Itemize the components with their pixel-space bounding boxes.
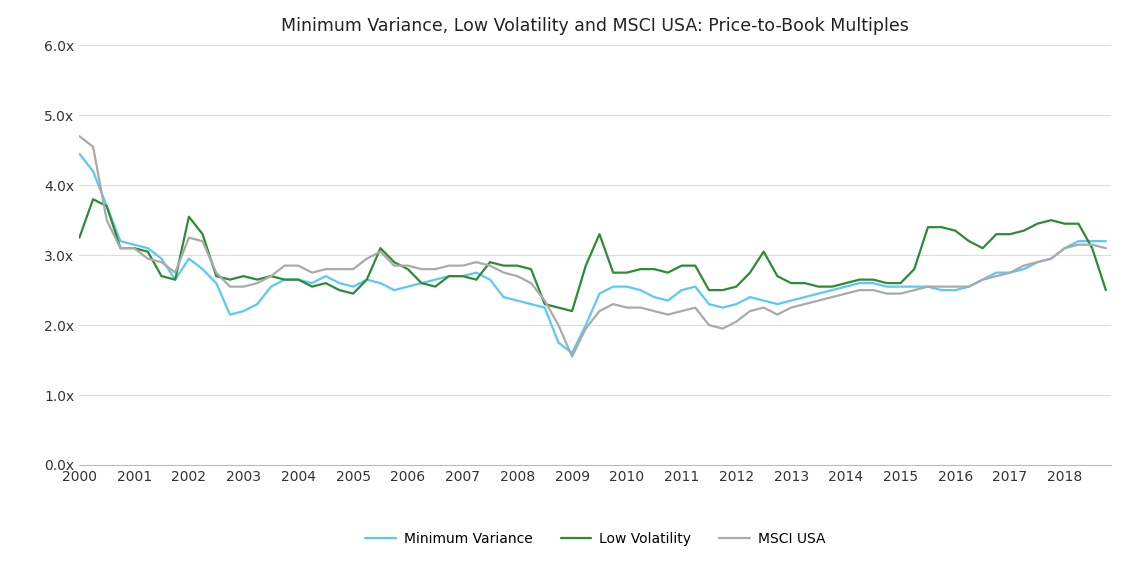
Minimum Variance (907, 284, 921, 290)
Low Volatility (73, 234, 86, 241)
MSCI USA (620, 304, 634, 311)
Low Volatility (634, 266, 648, 273)
MSCI USA (429, 266, 442, 273)
Minimum Variance (565, 350, 578, 357)
Title: Minimum Variance, Low Volatility and MSCI USA: Price-to-Book Multiples: Minimum Variance, Low Volatility and MSC… (281, 18, 909, 36)
Line: Low Volatility: Low Volatility (79, 199, 1106, 311)
Low Volatility (756, 248, 770, 255)
MSCI USA (565, 353, 578, 360)
Low Volatility (86, 196, 100, 202)
Minimum Variance (771, 301, 785, 307)
Low Volatility (1099, 287, 1112, 294)
Minimum Variance (168, 276, 181, 283)
Legend: Minimum Variance, Low Volatility, MSCI USA: Minimum Variance, Low Volatility, MSCI U… (359, 526, 831, 552)
Line: Minimum Variance: Minimum Variance (79, 154, 1106, 353)
MSCI USA (907, 287, 921, 294)
MSCI USA (743, 308, 756, 315)
Minimum Variance (620, 284, 634, 290)
Minimum Variance (1099, 238, 1112, 244)
Minimum Variance (429, 276, 442, 283)
Low Volatility (921, 224, 934, 231)
Line: MSCI USA: MSCI USA (79, 136, 1106, 357)
Low Volatility (785, 280, 798, 286)
Low Volatility (183, 213, 196, 220)
Low Volatility (442, 273, 456, 280)
MSCI USA (1099, 245, 1112, 252)
MSCI USA (73, 133, 86, 139)
Minimum Variance (743, 294, 756, 301)
Minimum Variance (73, 150, 86, 157)
Low Volatility (565, 308, 578, 315)
MSCI USA (771, 311, 785, 318)
MSCI USA (168, 269, 181, 276)
